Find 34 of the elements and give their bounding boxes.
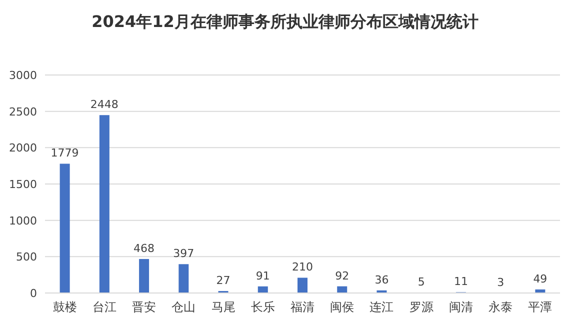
x-tick-label: 福清 bbox=[290, 300, 314, 314]
x-tick-label: 平潭 bbox=[528, 300, 552, 314]
data-label: 210 bbox=[292, 260, 313, 274]
y-tick-label: 3000 bbox=[9, 69, 37, 82]
x-tick-label: 鼓楼 bbox=[52, 300, 77, 314]
y-tick-label: 500 bbox=[16, 250, 37, 264]
data-label: 397 bbox=[173, 247, 194, 260]
y-tick-label: 2000 bbox=[9, 142, 37, 155]
y-tick-label: 1500 bbox=[9, 178, 37, 191]
y-tick-label: 2500 bbox=[9, 105, 37, 118]
data-label: 11 bbox=[454, 275, 468, 288]
x-tick-label: 闽侯 bbox=[330, 300, 354, 314]
y-tick-label: 1000 bbox=[9, 214, 37, 228]
data-label: 3 bbox=[497, 276, 504, 289]
x-tick-label: 马尾 bbox=[211, 300, 236, 314]
x-tick-label: 罗源 bbox=[409, 300, 434, 314]
data-label: 5 bbox=[418, 276, 425, 289]
x-tick-label: 晋安 bbox=[132, 300, 156, 314]
data-label: 92 bbox=[335, 269, 350, 282]
data-label: 2448 bbox=[90, 98, 118, 112]
data-label: 91 bbox=[256, 269, 270, 282]
x-tick-label: 永泰 bbox=[488, 300, 513, 314]
x-tick-label: 仓山 bbox=[172, 300, 196, 314]
x-tick-label: 连江 bbox=[370, 300, 394, 314]
x-tick-label: 长乐 bbox=[250, 300, 275, 314]
chart-title: 2024年12月在律师事务所执业律师分布区域情况统计 bbox=[92, 12, 478, 31]
data-label: 36 bbox=[374, 273, 389, 286]
data-label: 27 bbox=[216, 274, 230, 288]
data-label: 468 bbox=[134, 242, 155, 255]
x-tick-label: 闽清 bbox=[448, 300, 473, 314]
data-label: 1779 bbox=[50, 146, 79, 160]
data-label: 49 bbox=[533, 272, 548, 286]
y-tick-label: 0 bbox=[30, 287, 37, 300]
x-tick-label: 台江 bbox=[92, 300, 116, 314]
